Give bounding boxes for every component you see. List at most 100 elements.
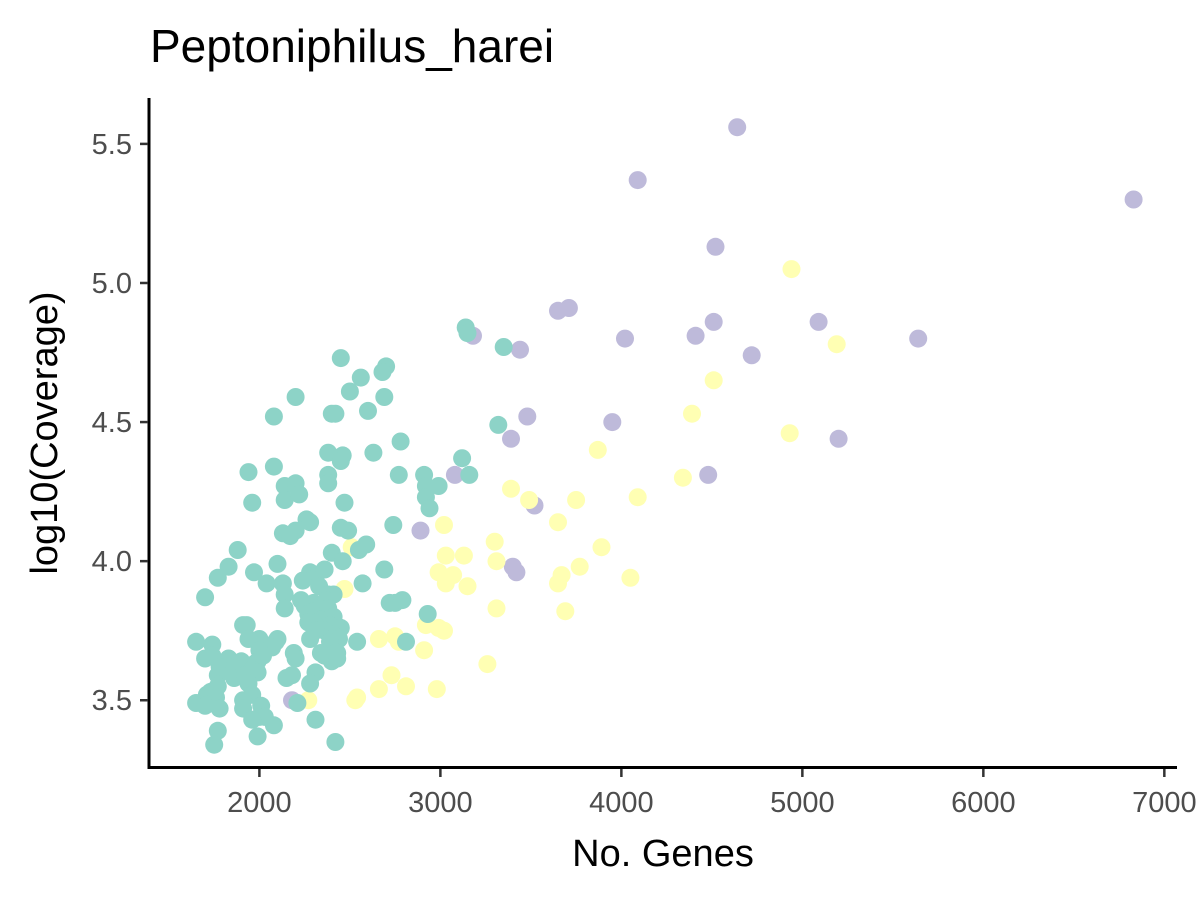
data-point (502, 479, 520, 498)
data-point (331, 349, 350, 368)
data-point (436, 574, 455, 593)
data-point (301, 513, 320, 532)
data-point (349, 541, 368, 559)
data-point (780, 424, 799, 443)
data-point (427, 680, 446, 699)
data-point (391, 432, 410, 451)
data-point (382, 666, 401, 685)
data-point (301, 674, 320, 693)
data-point (570, 557, 589, 576)
y-tick-label: 5.0 (92, 268, 132, 300)
data-point (628, 488, 647, 507)
data-point (384, 516, 403, 534)
y-axis-title: log10(Coverage) (24, 291, 66, 574)
data-point (683, 404, 701, 423)
data-point (445, 465, 464, 484)
data-point (494, 338, 513, 356)
data-point (196, 649, 215, 668)
data-point (248, 727, 267, 746)
data-point (420, 499, 439, 518)
data-point (621, 568, 640, 587)
data-point (239, 463, 258, 482)
data-point (339, 521, 358, 540)
data-point (393, 591, 412, 610)
data-point (228, 541, 247, 559)
data-point (315, 560, 334, 579)
data-point (415, 641, 434, 660)
data-point (673, 468, 692, 487)
data-point (435, 516, 453, 534)
data-point (704, 371, 723, 390)
data-point (549, 301, 567, 320)
data-point (411, 521, 430, 540)
data-point (243, 710, 262, 729)
data-point (335, 493, 354, 512)
chart-title: Peptoniphilus_harei (150, 20, 554, 72)
data-point (503, 557, 522, 576)
data-point (348, 632, 367, 651)
data-point (742, 346, 761, 365)
x-tick-label: 2000 (227, 787, 292, 819)
data-point (616, 329, 634, 348)
data-point (429, 477, 448, 495)
data-point (436, 546, 455, 565)
data-point (245, 563, 263, 582)
data-point (397, 677, 415, 696)
data-point (196, 588, 215, 607)
data-point (187, 632, 206, 651)
data-point (782, 260, 801, 279)
data-point (704, 312, 723, 331)
x-axis-title: No. Genes (572, 833, 754, 875)
y-tick-label: 4.0 (92, 546, 132, 578)
data-point (326, 404, 345, 423)
data-point (567, 491, 586, 509)
x-axis-ticks: 2000 3000 4000 5000 6000 7000 (227, 769, 1197, 819)
data-point (487, 599, 506, 618)
data-point (478, 655, 497, 674)
data-point (373, 363, 392, 381)
data-point (556, 602, 575, 621)
data-point (458, 577, 477, 596)
data-point (375, 560, 394, 579)
data-point (239, 630, 258, 648)
x-tick-label: 5000 (770, 787, 835, 819)
data-point (364, 443, 383, 462)
data-point (511, 340, 529, 359)
data-point (264, 407, 283, 426)
data-point (809, 312, 828, 331)
data-point (290, 485, 309, 504)
data-point (827, 335, 846, 354)
data-point (319, 474, 338, 493)
y-tick-label: 4.5 (92, 407, 132, 439)
data-point (454, 546, 473, 565)
data-point (264, 716, 283, 735)
data-point (909, 329, 928, 348)
data-point (706, 237, 725, 256)
data-point (699, 465, 718, 484)
data-point (346, 691, 365, 710)
data-point (375, 388, 394, 406)
data-point (418, 605, 437, 623)
data-point (549, 574, 567, 593)
data-point (326, 644, 345, 662)
data-point (275, 585, 294, 604)
data-point (286, 388, 305, 406)
data-point (301, 630, 320, 648)
data-point (257, 574, 276, 593)
data-point (210, 699, 229, 718)
data-point (353, 574, 372, 593)
points-layer (187, 118, 1143, 754)
data-point (306, 710, 325, 729)
data-point (275, 491, 294, 509)
data-point (340, 382, 359, 401)
data-point (603, 413, 622, 432)
x-tick-label: 6000 (951, 787, 1016, 819)
data-point (277, 669, 296, 687)
data-point (275, 599, 294, 618)
data-point (520, 491, 539, 509)
data-point (518, 407, 537, 426)
data-point (264, 457, 283, 476)
data-point (686, 326, 705, 345)
y-tick-label: 3.5 (92, 685, 132, 717)
